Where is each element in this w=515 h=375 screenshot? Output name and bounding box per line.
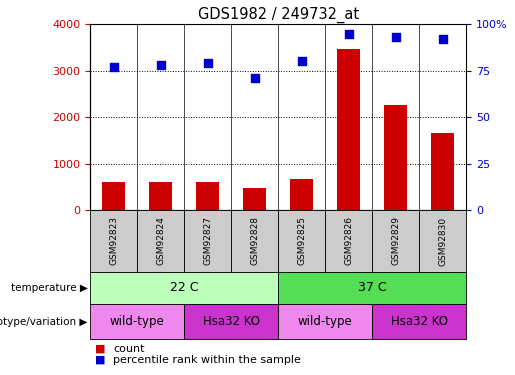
Bar: [372, 304, 466, 339]
Text: genotype/variation ▶: genotype/variation ▶: [0, 316, 88, 327]
Text: percentile rank within the sample: percentile rank within the sample: [113, 355, 301, 365]
Text: GSM92827: GSM92827: [203, 216, 212, 266]
Title: GDS1982 / 249732_at: GDS1982 / 249732_at: [198, 7, 358, 23]
Bar: [431, 134, 454, 210]
Point: [298, 58, 306, 64]
Bar: [419, 210, 466, 272]
Text: GSM92830: GSM92830: [438, 216, 447, 266]
Text: GSM92828: GSM92828: [250, 216, 259, 266]
Point: [203, 60, 212, 66]
Bar: [196, 182, 219, 210]
Text: temperature ▶: temperature ▶: [11, 283, 88, 293]
Bar: [337, 48, 360, 210]
Text: GSM92823: GSM92823: [109, 216, 118, 266]
Bar: [384, 105, 407, 210]
Text: count: count: [113, 344, 145, 354]
Text: Hsa32 KO: Hsa32 KO: [390, 315, 448, 328]
Point: [438, 36, 447, 42]
Text: 37 C: 37 C: [358, 281, 386, 294]
Bar: [90, 272, 278, 304]
Bar: [325, 210, 372, 272]
Bar: [137, 210, 184, 272]
Bar: [90, 210, 137, 272]
Bar: [149, 182, 173, 210]
Bar: [90, 304, 184, 339]
Bar: [278, 304, 372, 339]
Point: [250, 75, 259, 81]
Text: GSM92824: GSM92824: [156, 216, 165, 266]
Text: wild-type: wild-type: [110, 315, 164, 328]
Text: GSM92825: GSM92825: [297, 216, 306, 266]
Bar: [243, 188, 266, 210]
Text: wild-type: wild-type: [298, 315, 352, 328]
Text: GSM92826: GSM92826: [344, 216, 353, 266]
Point: [157, 62, 165, 68]
Bar: [372, 210, 419, 272]
Point: [110, 64, 118, 70]
Bar: [278, 272, 466, 304]
Text: Hsa32 KO: Hsa32 KO: [202, 315, 260, 328]
Bar: [184, 210, 231, 272]
Bar: [184, 304, 278, 339]
Point: [391, 34, 400, 40]
Bar: [231, 210, 278, 272]
Bar: [102, 182, 125, 210]
Bar: [278, 210, 325, 272]
Point: [345, 31, 353, 37]
Text: GSM92829: GSM92829: [391, 216, 400, 266]
Text: ■: ■: [95, 355, 106, 365]
Bar: [290, 179, 313, 210]
Text: 22 C: 22 C: [170, 281, 198, 294]
Text: ■: ■: [95, 344, 106, 354]
